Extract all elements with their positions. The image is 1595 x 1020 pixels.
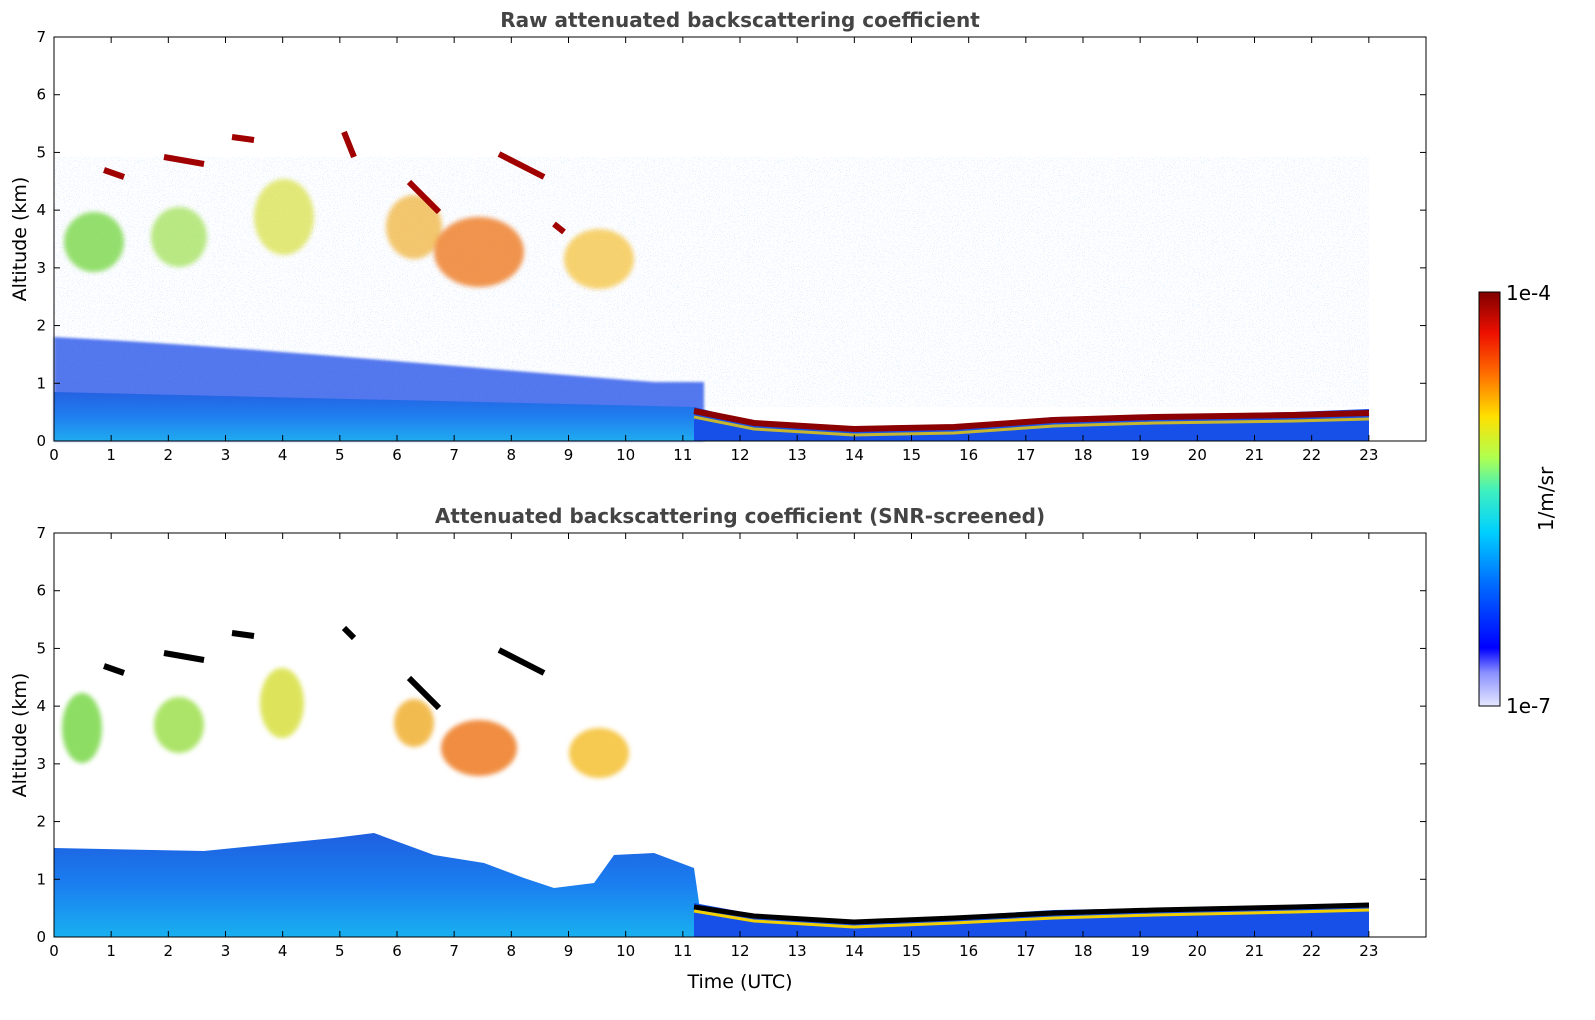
x-tick-label: 20 xyxy=(1188,446,1207,464)
x-tick-label: 11 xyxy=(673,446,692,464)
y-tick-label: 2 xyxy=(36,813,46,831)
x-tick-label: 16 xyxy=(959,942,978,960)
panel2-y-label: Altitude (km) xyxy=(9,673,31,798)
x-tick-label: 17 xyxy=(1016,942,1035,960)
x-tick-label: 3 xyxy=(221,446,231,464)
panel1-y-label: Altitude (km) xyxy=(9,177,31,302)
y-tick-label: 2 xyxy=(36,317,46,335)
panel1-x-axis: 0 1 2 3 4 5 6 7 8 9 10 11 12 13 14 15 16 17 18 19 20 21 22 23 xyxy=(49,37,1378,464)
mid-level-clouds xyxy=(64,130,634,289)
panel1-title: Raw attenuated backscattering coefficien… xyxy=(500,8,980,32)
snr-screened-panel: Attenuated backscattering coefficient (S… xyxy=(9,504,1427,993)
x-tick-label: 0 xyxy=(49,942,59,960)
x-tick-label: 20 xyxy=(1188,942,1207,960)
y-tick-label: 1 xyxy=(36,374,46,392)
x-tick-label: 12 xyxy=(730,942,749,960)
x-tick-label: 2 xyxy=(164,446,174,464)
x-tick-label: 2 xyxy=(164,942,174,960)
x-tick-label: 19 xyxy=(1131,942,1150,960)
y-tick-label: 4 xyxy=(36,201,46,219)
x-tick-label: 13 xyxy=(788,446,807,464)
y-tick-label: 3 xyxy=(36,755,46,773)
colorbar-unit-label: 1/m/sr xyxy=(1534,466,1558,531)
y-tick-label: 7 xyxy=(36,524,46,542)
x-tick-label: 23 xyxy=(1359,942,1378,960)
x-tick-label: 4 xyxy=(278,446,288,464)
x-tick-label: 16 xyxy=(959,446,978,464)
panel2-x-label: Time (UTC) xyxy=(686,971,792,993)
x-tick-label: 11 xyxy=(673,942,692,960)
x-tick-label: 21 xyxy=(1245,446,1264,464)
x-tick-label: 15 xyxy=(902,942,921,960)
x-tick-label: 0 xyxy=(49,446,59,464)
x-tick-label: 7 xyxy=(449,942,459,960)
x-tick-label: 17 xyxy=(1016,446,1035,464)
x-tick-label: 6 xyxy=(392,942,402,960)
raw-backscatter-plot-area xyxy=(53,36,1427,442)
x-tick-label: 21 xyxy=(1245,942,1264,960)
x-tick-label: 10 xyxy=(616,446,635,464)
colorbar-min-label: 1e-7 xyxy=(1506,694,1551,718)
x-tick-label: 8 xyxy=(507,446,517,464)
x-tick-label: 18 xyxy=(1073,942,1092,960)
y-tick-label: 7 xyxy=(36,28,46,46)
x-tick-label: 1 xyxy=(106,942,116,960)
mid-level-clouds-screened xyxy=(62,625,629,778)
x-tick-label: 12 xyxy=(730,446,749,464)
x-tick-label: 23 xyxy=(1359,446,1378,464)
colorbar: 1e-4 1e-7 1/m/sr xyxy=(1478,281,1558,718)
colorbar-max-label: 1e-4 xyxy=(1506,281,1551,305)
colorbar-gradient xyxy=(1478,291,1501,707)
x-tick-label: 14 xyxy=(845,446,864,464)
y-tick-label: 1 xyxy=(36,870,46,888)
panel2-x-axis: 0 1 2 3 4 5 6 7 8 9 10 11 12 13 14 15 16 17 18 19 20 21 22 23 xyxy=(49,533,1378,960)
y-tick-label: 6 xyxy=(36,582,46,600)
panel1-y-axis: 0 1 2 3 4 5 6 7 xyxy=(36,28,1426,450)
y-tick-label: 0 xyxy=(36,432,46,450)
x-tick-label: 4 xyxy=(278,942,288,960)
x-tick-label: 3 xyxy=(221,942,231,960)
y-tick-label: 5 xyxy=(36,143,46,161)
x-tick-label: 18 xyxy=(1073,446,1092,464)
x-tick-label: 10 xyxy=(616,942,635,960)
panel2-y-axis: 0 1 2 3 4 5 6 7 xyxy=(36,524,1426,946)
x-tick-label: 14 xyxy=(845,942,864,960)
x-tick-label: 22 xyxy=(1302,942,1321,960)
y-tick-label: 5 xyxy=(36,639,46,657)
panel2-title: Attenuated backscattering coefficient (S… xyxy=(435,504,1045,528)
raw-backscatter-panel: Raw attenuated backscattering coefficien… xyxy=(9,8,1427,464)
x-tick-label: 8 xyxy=(507,942,517,960)
y-tick-label: 4 xyxy=(36,697,46,715)
x-tick-label: 5 xyxy=(335,942,345,960)
x-tick-label: 1 xyxy=(106,446,116,464)
snr-screened-plot-area xyxy=(53,532,1427,938)
y-tick-label: 3 xyxy=(36,259,46,277)
x-tick-label: 13 xyxy=(788,942,807,960)
x-tick-label: 9 xyxy=(564,942,574,960)
x-tick-label: 22 xyxy=(1302,446,1321,464)
y-tick-label: 6 xyxy=(36,86,46,104)
x-tick-label: 6 xyxy=(392,446,402,464)
x-tick-label: 19 xyxy=(1131,446,1150,464)
y-tick-label: 0 xyxy=(36,928,46,946)
x-tick-label: 9 xyxy=(564,446,574,464)
x-tick-label: 5 xyxy=(335,446,345,464)
x-tick-label: 15 xyxy=(902,446,921,464)
x-tick-label: 7 xyxy=(449,446,459,464)
